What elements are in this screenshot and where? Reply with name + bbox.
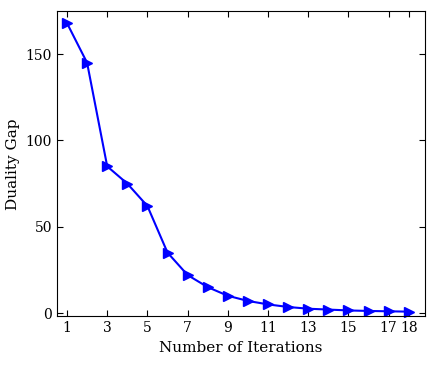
X-axis label: Number of Iterations: Number of Iterations — [159, 341, 323, 355]
Y-axis label: Duality Gap: Duality Gap — [6, 118, 20, 209]
